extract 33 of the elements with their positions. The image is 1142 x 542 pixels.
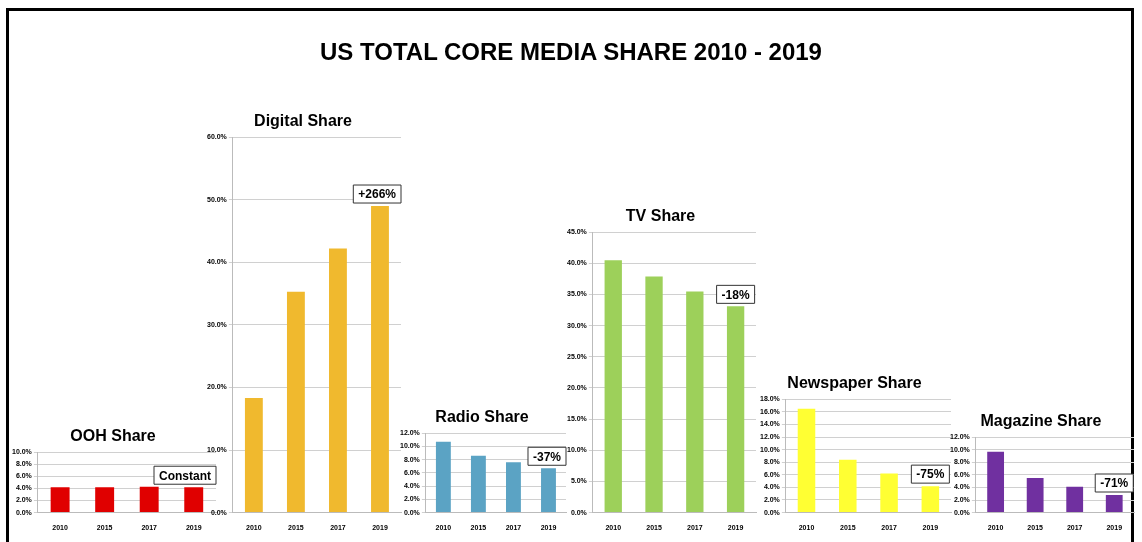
bar xyxy=(921,486,940,513)
bar xyxy=(987,451,1005,513)
bar xyxy=(839,459,857,513)
annotation: Constant xyxy=(159,468,211,483)
annotation: -71% xyxy=(1100,476,1129,491)
bar xyxy=(880,473,898,513)
chart-title: Radio Share xyxy=(435,408,529,426)
annotation: +266% xyxy=(358,187,397,202)
bar xyxy=(645,276,663,513)
bar xyxy=(506,462,521,513)
annotation: -75% xyxy=(916,467,945,482)
annotation: -18% xyxy=(721,287,750,302)
bar xyxy=(541,468,556,513)
chart-title: TV Share xyxy=(625,207,696,225)
bar xyxy=(1066,486,1084,513)
chart-title: Magazine Share xyxy=(980,412,1102,430)
bar xyxy=(435,441,451,513)
text: US TOTAL CORE MEDIA SHARE 2010 - 2019 xyxy=(319,38,823,66)
bar xyxy=(329,248,347,513)
bar xyxy=(686,291,704,513)
bar xyxy=(797,408,816,513)
bar xyxy=(286,291,305,513)
bar xyxy=(1105,495,1123,513)
bar xyxy=(604,260,622,513)
bar xyxy=(1026,478,1044,513)
bar xyxy=(244,398,263,513)
annotation: -37% xyxy=(532,449,562,464)
bar xyxy=(371,206,389,513)
bar xyxy=(726,306,745,513)
chart-title: OOH Share xyxy=(70,427,156,445)
bar xyxy=(470,455,486,513)
chart-title: Digital Share xyxy=(254,112,352,130)
chart-title: Newspaper Share xyxy=(787,374,922,392)
